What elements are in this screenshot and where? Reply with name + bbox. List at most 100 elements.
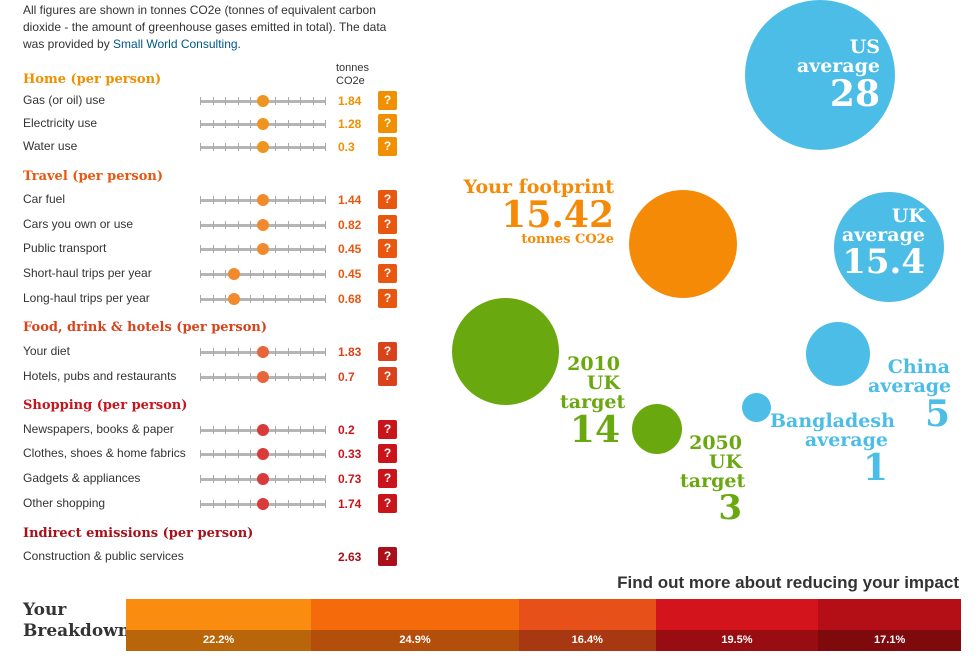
help-button[interactable]: ? bbox=[378, 444, 397, 463]
segment-percent: 19.5% bbox=[655, 630, 819, 651]
slider-knob[interactable] bbox=[257, 243, 269, 255]
section-title: Travel (per person) bbox=[23, 169, 163, 184]
amount-slider[interactable] bbox=[200, 370, 326, 384]
slider-knob[interactable] bbox=[228, 293, 241, 305]
us-label-line2: average bbox=[796, 55, 880, 77]
amount-slider[interactable] bbox=[200, 94, 326, 108]
intro-end: . bbox=[237, 37, 241, 51]
uk-2050-target-value: 3 bbox=[718, 488, 742, 528]
row-label: Water use bbox=[23, 139, 78, 153]
your-footprint-value: 15.42 bbox=[501, 194, 614, 236]
uk-label-line2: average bbox=[841, 224, 925, 246]
help-button[interactable]: ? bbox=[378, 264, 397, 283]
slider-ticks bbox=[200, 97, 326, 105]
help-button[interactable]: ? bbox=[378, 547, 397, 566]
row-value: 0.45 bbox=[338, 242, 362, 256]
slider-knob[interactable] bbox=[257, 95, 269, 107]
row-value: 1.28 bbox=[338, 117, 362, 131]
amount-slider[interactable] bbox=[200, 447, 326, 461]
amount-slider[interactable] bbox=[200, 497, 326, 511]
help-button[interactable]: ? bbox=[378, 91, 397, 110]
china-average-label: China average 5 bbox=[868, 358, 951, 435]
row-label: Newspapers, books & paper bbox=[23, 422, 174, 436]
amount-slider[interactable] bbox=[200, 218, 326, 232]
slider-knob[interactable] bbox=[257, 424, 269, 436]
help-button[interactable]: ? bbox=[378, 367, 397, 386]
row-label: Other shopping bbox=[23, 496, 106, 510]
us-average-value: 28 bbox=[829, 73, 880, 115]
uk-label-line1: UK bbox=[891, 205, 925, 227]
row-value: 2.63 bbox=[338, 550, 362, 564]
help-button[interactable]: ? bbox=[378, 289, 397, 308]
help-button[interactable]: ? bbox=[378, 420, 397, 439]
segment-fill bbox=[655, 599, 819, 630]
row-label: Gadgets & appliances bbox=[23, 471, 141, 485]
slider-knob[interactable] bbox=[257, 473, 269, 485]
row-value: 0.33 bbox=[338, 447, 362, 461]
help-button[interactable]: ? bbox=[378, 494, 397, 513]
bangladesh-line1: Bangladesh bbox=[770, 410, 895, 432]
help-button[interactable]: ? bbox=[378, 137, 397, 156]
your-footprint-label: Your footprint 15.42 tonnes CO2e bbox=[460, 178, 614, 247]
row-label: Short-haul trips per year bbox=[23, 266, 152, 280]
amount-slider[interactable] bbox=[200, 423, 326, 437]
slider-ticks bbox=[200, 295, 326, 303]
amount-slider[interactable] bbox=[200, 242, 326, 256]
small-world-consulting-link[interactable]: Small World Consulting bbox=[113, 37, 238, 51]
your-footprint-unit: tonnes CO2e bbox=[521, 232, 614, 247]
uk-average-label: UK average 15.4 bbox=[835, 205, 925, 280]
section-title: Shopping (per person) bbox=[23, 398, 188, 413]
breakdown-title-line2: Breakdown bbox=[23, 621, 131, 641]
segment-percent: 22.2% bbox=[126, 630, 312, 651]
help-button[interactable]: ? bbox=[378, 190, 397, 209]
help-button[interactable]: ? bbox=[378, 469, 397, 488]
uk-2050-target-bubble bbox=[632, 404, 682, 454]
amount-slider[interactable] bbox=[200, 267, 326, 281]
row-value: 0.68 bbox=[338, 292, 362, 306]
slider-knob[interactable] bbox=[257, 219, 269, 231]
uk-2010-target-value: 14 bbox=[569, 409, 620, 451]
slider-knob[interactable] bbox=[257, 141, 269, 153]
find-out-more-link[interactable]: Find out more about reducing your impact bbox=[617, 573, 959, 592]
amount-slider[interactable] bbox=[200, 345, 326, 359]
row-label: Clothes, shoes & home fabrics bbox=[23, 446, 186, 460]
your-footprint-bubble bbox=[629, 190, 737, 298]
section-title: Indirect emissions (per person) bbox=[23, 526, 254, 541]
breakdown-segment[interactable]: 19.5% bbox=[655, 599, 819, 651]
row-value: 0.82 bbox=[338, 218, 362, 232]
breakdown-segment[interactable]: 16.4% bbox=[518, 599, 656, 651]
slider-knob[interactable] bbox=[257, 118, 269, 130]
help-button[interactable]: ? bbox=[378, 239, 397, 258]
help-button[interactable]: ? bbox=[378, 215, 397, 234]
slider-knob[interactable] bbox=[257, 194, 269, 206]
intro-text: All figures are shown in tonnes CO2e (to… bbox=[23, 2, 403, 53]
slider-knob[interactable] bbox=[257, 346, 269, 358]
row-label: Car fuel bbox=[23, 192, 66, 206]
amount-slider[interactable] bbox=[200, 472, 326, 486]
us-label-line1: US bbox=[849, 36, 880, 58]
amount-slider[interactable] bbox=[200, 292, 326, 306]
row-label: Cars you own or use bbox=[23, 217, 134, 231]
amount-slider[interactable] bbox=[200, 193, 326, 207]
uk2010-line1: 2010 bbox=[567, 353, 620, 375]
slider-knob[interactable] bbox=[257, 498, 269, 510]
slider-knob[interactable] bbox=[257, 371, 269, 383]
help-button[interactable]: ? bbox=[378, 114, 397, 133]
slider-ticks bbox=[200, 475, 326, 483]
slider-knob[interactable] bbox=[257, 448, 269, 460]
section-title: Food, drink & hotels (per person) bbox=[23, 320, 267, 335]
segment-fill bbox=[311, 599, 519, 630]
breakdown-segment[interactable]: 22.2% bbox=[126, 599, 312, 651]
amount-slider[interactable] bbox=[200, 140, 326, 154]
slider-knob[interactable] bbox=[228, 268, 241, 280]
help-button[interactable]: ? bbox=[378, 342, 397, 361]
china-average-value: 5 bbox=[924, 393, 950, 435]
row-label: Public transport bbox=[23, 241, 107, 255]
breakdown-segment[interactable]: 17.1% bbox=[818, 599, 961, 651]
amount-slider[interactable] bbox=[200, 117, 326, 131]
row-label: Long-haul trips per year bbox=[23, 291, 150, 305]
breakdown-segment[interactable]: 24.9% bbox=[311, 599, 519, 651]
row-value: 0.2 bbox=[338, 423, 355, 437]
row-value: 1.44 bbox=[338, 193, 362, 207]
row-label: Gas (or oil) use bbox=[23, 93, 106, 107]
